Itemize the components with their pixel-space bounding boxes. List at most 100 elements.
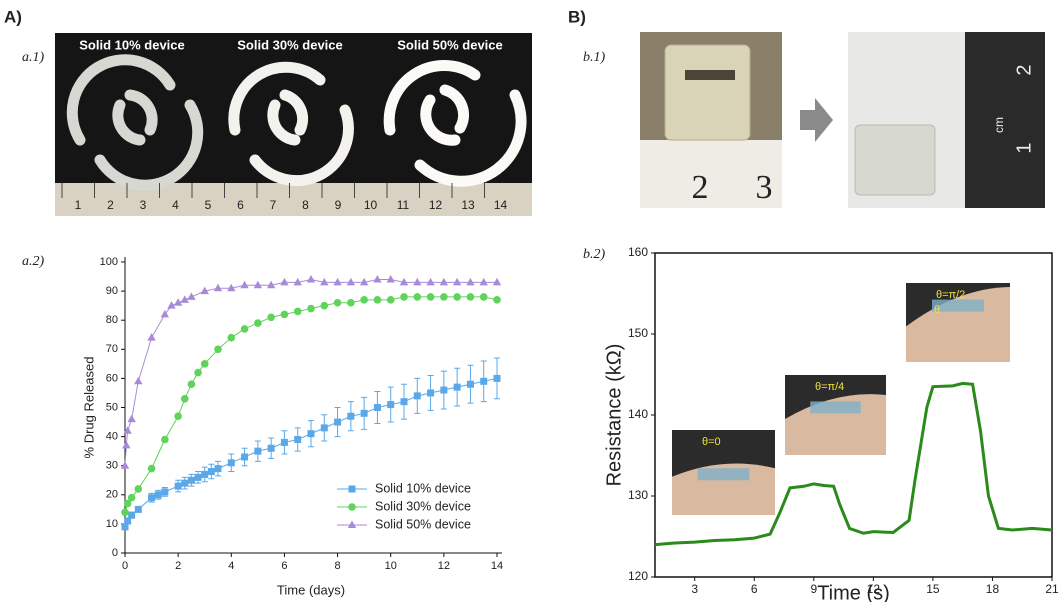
panel-label: A) <box>4 7 22 26</box>
y-tick-label: 30 <box>106 460 118 472</box>
marker <box>453 293 461 301</box>
marker <box>161 435 169 444</box>
ruler-number: 11 <box>397 198 410 212</box>
marker <box>200 286 209 295</box>
y-tick-label: 0 <box>112 547 118 559</box>
marker <box>134 485 143 493</box>
x-axis-label: Time (s) <box>817 582 890 602</box>
sub-label: b.2) <box>583 247 606 262</box>
marker <box>174 412 182 421</box>
marker <box>187 292 196 300</box>
legend-label: Solid 10% device <box>375 481 471 495</box>
marker <box>227 283 236 292</box>
y-tick-label: 50 <box>106 401 118 413</box>
marker <box>121 523 129 531</box>
y-tick-label: 70 <box>106 343 118 355</box>
marker <box>492 277 502 286</box>
marker <box>124 517 132 525</box>
legend-label: Solid 50% device <box>375 517 471 531</box>
marker <box>180 295 189 303</box>
marker <box>207 468 215 476</box>
marker <box>240 325 249 333</box>
marker <box>213 283 223 292</box>
y-axis-label: % Drug Released <box>81 357 96 459</box>
ruler-number: 1 <box>75 198 82 212</box>
marker <box>128 511 136 519</box>
marker <box>480 377 488 385</box>
y-tick-label: 80 <box>106 314 118 326</box>
ruler-number: 1 <box>1013 142 1035 153</box>
marker <box>373 404 381 411</box>
marker <box>307 304 315 313</box>
marker <box>373 296 382 304</box>
marker <box>134 376 143 385</box>
marker <box>174 482 182 490</box>
ruler-unit: cm <box>992 117 1006 133</box>
x-tick-label: 3 <box>691 582 698 596</box>
marker <box>333 298 342 307</box>
marker <box>254 447 262 455</box>
marker <box>154 491 162 499</box>
y-tick-label: 20 <box>106 489 118 501</box>
marker <box>348 485 356 493</box>
marker <box>360 409 368 417</box>
marker <box>452 277 462 286</box>
ruler-number: 2 <box>1013 64 1035 75</box>
ruler-number: 13 <box>461 198 475 212</box>
y-tick-label: 130 <box>628 488 648 502</box>
x-tick-label: 6 <box>281 560 287 572</box>
inset-device <box>697 468 750 481</box>
marker <box>493 296 501 304</box>
ruler-number: 2 <box>692 169 709 206</box>
x-tick-label: 10 <box>385 560 397 572</box>
series-line <box>654 381 1053 547</box>
marker <box>194 368 202 377</box>
marker <box>413 392 421 400</box>
marker <box>194 473 202 481</box>
ruler-number: 6 <box>237 198 244 212</box>
marker <box>413 277 422 286</box>
panel-label: B) <box>568 7 586 26</box>
inset-label: θ=π/4 <box>815 381 844 393</box>
marker <box>320 277 329 286</box>
inset-label: θ <box>934 304 940 316</box>
marker <box>453 383 461 391</box>
marker <box>161 488 169 496</box>
marker <box>241 453 249 461</box>
marker <box>253 280 263 289</box>
ruler-number: 4 <box>172 198 179 212</box>
marker <box>413 293 422 301</box>
x-tick-label: 4 <box>228 560 234 572</box>
photo-cube <box>640 32 1045 208</box>
marker <box>227 459 235 467</box>
marker <box>346 277 356 286</box>
marker <box>240 280 249 289</box>
marker <box>427 389 435 397</box>
marker <box>214 345 222 354</box>
marker <box>293 277 302 286</box>
marker <box>134 505 142 513</box>
marker <box>280 310 289 319</box>
marker <box>181 479 189 487</box>
x-tick-label: 12 <box>867 582 881 596</box>
marker <box>399 277 409 286</box>
marker <box>307 430 315 438</box>
marker <box>160 309 170 318</box>
ruler-number: 8 <box>302 198 309 212</box>
marker <box>466 380 474 388</box>
photo-caption: Solid 50% device <box>397 37 503 52</box>
x-tick-label: 18 <box>986 582 1000 596</box>
marker <box>127 493 136 502</box>
x-tick-label: 12 <box>438 560 450 572</box>
inset-device <box>810 401 861 414</box>
x-tick-label: 8 <box>335 560 341 572</box>
ruler-number: 9 <box>335 198 342 212</box>
photo-caption: Solid 30% device <box>237 37 343 52</box>
marker <box>400 293 408 301</box>
marker <box>266 280 276 289</box>
marker <box>293 307 302 316</box>
marker <box>493 374 501 382</box>
marker <box>320 424 328 432</box>
marker <box>148 494 156 502</box>
